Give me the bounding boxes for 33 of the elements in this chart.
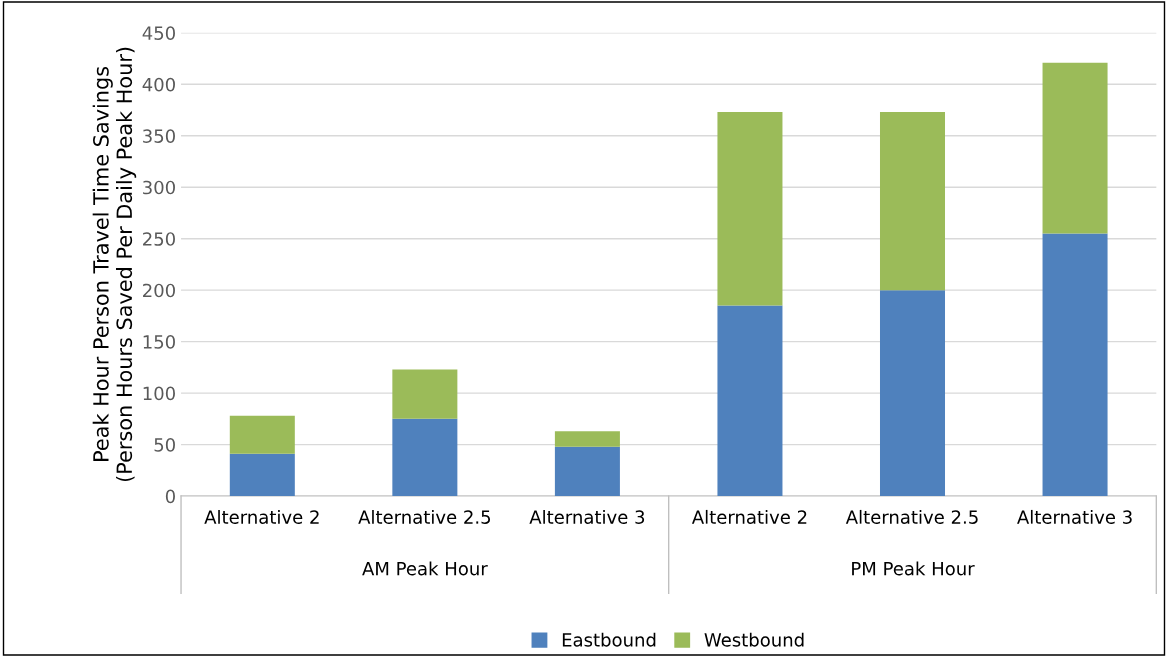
bar [554, 431, 620, 447]
bar [1042, 233, 1108, 497]
x-tick-label: Alternative 3 [529, 509, 645, 524]
x-tick-label: Alternative 2.5 [845, 509, 978, 524]
bar [879, 112, 946, 291]
x-tick-label: Alternative 3 [1017, 509, 1132, 524]
y-tick-label: 400 [142, 77, 175, 92]
text: AM Peak Hour [362, 561, 488, 576]
x-tick-label: Alternative 2 [691, 509, 807, 524]
y-tick-label: 350 [143, 129, 175, 143]
y-tick-label: 450 [142, 26, 175, 40]
x-tick-label: Alternative 2 [204, 509, 319, 524]
y-tick-label: 250 [143, 232, 175, 246]
legend-label: Eastbound [562, 632, 656, 647]
bar [229, 453, 295, 497]
y-axis-title: Peak Hour Person Travel Time Savings (Person Hours Saved Per Daily Peak Hour) [92, 47, 137, 482]
y-tick-label: 0 [165, 489, 175, 504]
y-tick-label: 100 [143, 386, 175, 401]
legend-label: Westbound [704, 632, 804, 647]
x-tick-label: Alternative 2.5 [358, 509, 491, 524]
bar [1042, 62, 1108, 234]
bar [392, 418, 458, 497]
text: PM Peak Hour [852, 561, 975, 576]
bar [717, 112, 783, 306]
bar [717, 305, 783, 497]
bar [229, 415, 295, 454]
y-tick-label: 150 [143, 335, 175, 349]
bar [554, 446, 620, 497]
y-tick-label: 50 [154, 438, 175, 452]
bar [879, 290, 946, 497]
bar [392, 369, 458, 419]
y-tick-label: 200 [143, 283, 175, 298]
y-tick-label: 300 [143, 180, 175, 195]
